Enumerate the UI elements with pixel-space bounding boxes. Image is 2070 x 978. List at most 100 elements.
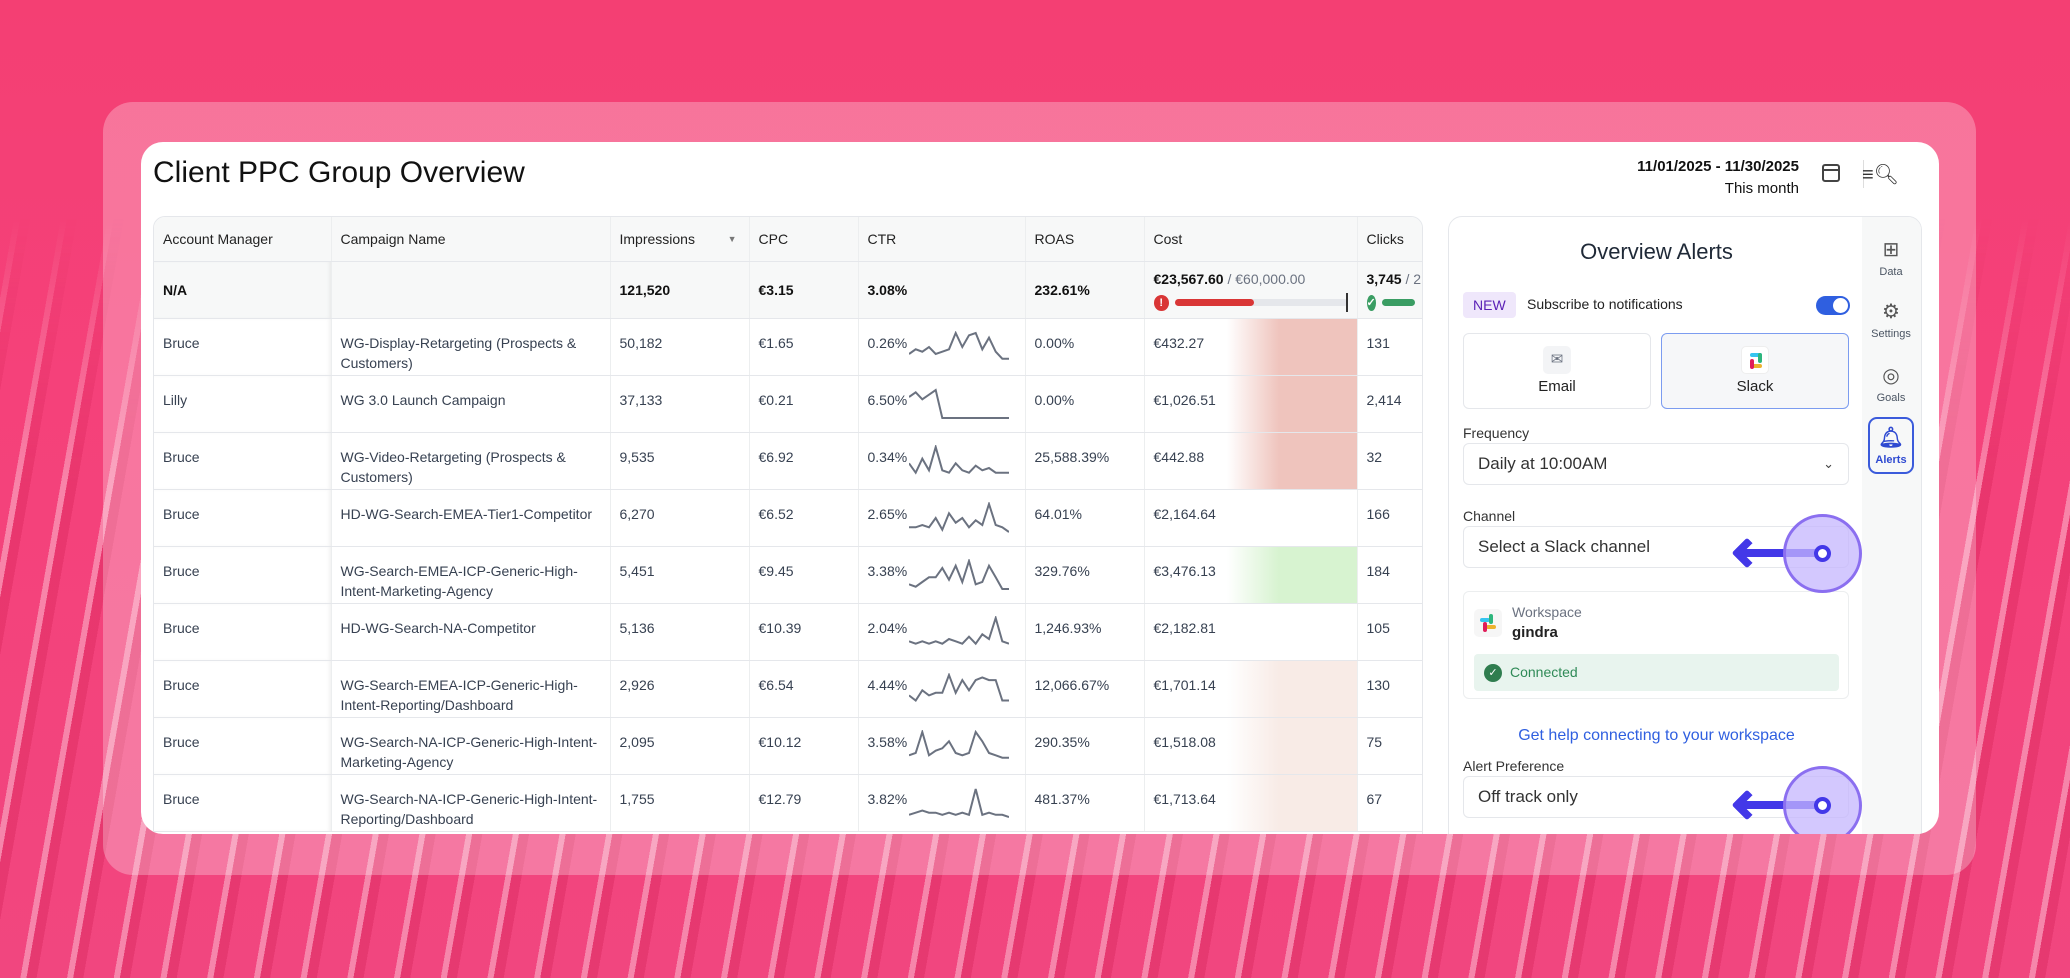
table-row[interactable]: Bruce HD-WG-Search-NA-Competitor 5,136 €10.…: [154, 603, 1422, 661]
alert-icon: !: [1153, 294, 1169, 311]
cell-ctr: 2.65%: [858, 489, 1026, 547]
table-row[interactable]: Bruce WG-Search-NA-ICP-Generic-High-Inten…: [154, 774, 1422, 832]
filter-search-icon[interactable]: ≡🔍︎: [1861, 164, 1899, 186]
cell-cpc: €10.12: [749, 717, 859, 775]
ctr-sparkline: [908, 788, 1009, 818]
frequency-select[interactable]: Daily at 10:00AM ⌄: [1463, 443, 1849, 485]
cell-cost: €2,182.81: [1144, 603, 1358, 661]
cpc-value: €10.12: [758, 733, 802, 750]
cell-ctr: 6.50%: [858, 375, 1026, 433]
column-label: Cost: [1153, 230, 1183, 247]
clicks-value: 32: [1366, 448, 1383, 465]
impressions-value: 37,133: [619, 391, 663, 408]
cell-cpc: €0.21: [749, 375, 859, 433]
cost-value: €442.88: [1153, 448, 1205, 465]
annotation-circle: [1783, 514, 1862, 593]
cell-campaign: WG-Search-NA-ICP-Generic-High-Intent-Rep…: [331, 774, 611, 832]
workspace-card: Workspace gindra ✓ Connected: [1463, 591, 1849, 699]
cost-heat-indicator: [1226, 717, 1357, 774]
side-nav-settings[interactable]: ⚙ Settings: [1868, 293, 1914, 346]
column-header-roas[interactable]: ROAS: [1025, 217, 1145, 262]
date-preset: This month: [1724, 180, 1799, 197]
column-header-clicks[interactable]: Clicks: [1357, 217, 1422, 262]
column-header-ctr[interactable]: CTR: [858, 217, 1026, 262]
clicks-progress-bar: [1381, 299, 1415, 306]
subscribe-label: Subscribe to notifications: [1527, 296, 1683, 312]
email-label: Email: [1538, 378, 1576, 395]
target-cursor-icon: ◎: [1882, 365, 1900, 387]
manager-value: Bruce: [163, 676, 200, 693]
clicks-target: / 2: [1405, 270, 1422, 287]
column-header-impressions[interactable]: Impressions ▼: [610, 217, 750, 262]
manager-value: Bruce: [163, 334, 200, 351]
cell-ctr: 3.82%: [858, 774, 1026, 832]
roas-value: 0.00%: [1034, 334, 1075, 351]
cell-clicks: 131: [1357, 318, 1422, 376]
total-roas: 232.61%: [1025, 261, 1145, 319]
sort-desc-icon[interactable]: ▼: [727, 234, 737, 244]
cpc-value: €9.45: [758, 562, 794, 579]
cell-ctr: 4.44%: [858, 660, 1026, 718]
table-row[interactable]: Bruce WG-Display-Retargeting (Prospects &…: [154, 318, 1422, 376]
ctr-value: 2.04%: [867, 619, 908, 636]
divider: [1863, 160, 1864, 188]
calendar-icon[interactable]: [1822, 164, 1840, 182]
table-row[interactable]: Bruce HD-WG-Search-EMEA-Tier1-Competitor 6…: [154, 489, 1422, 547]
column-header-account-manager[interactable]: Account Manager: [154, 217, 332, 262]
impressions-value: 6,270: [619, 505, 655, 522]
clicks-value: 3,745: [1366, 270, 1402, 287]
manager-value: Bruce: [163, 505, 200, 522]
sparkline-path: [908, 615, 1009, 645]
column-label: Impressions: [619, 230, 695, 247]
campaign-value: HD-WG-Search-EMEA-Tier1-Competitor: [340, 505, 593, 522]
clicks-value: 130: [1366, 676, 1390, 693]
ctr-sparkline: [908, 444, 1009, 475]
cell-impressions: 50,182: [610, 318, 750, 376]
side-nav-goals[interactable]: ◎ Goals: [1868, 357, 1914, 410]
table-row[interactable]: Bruce WG-Video-Retargeting (Prospects & C…: [154, 432, 1422, 490]
cost-heat-indicator: [1226, 546, 1357, 603]
campaign-table: Account Manager Campaign Name Impressions ▼…: [153, 216, 1423, 834]
slack-icon: [1741, 346, 1769, 374]
dashboard-card: Client PPC Group Overview 11/01/2025 - 1…: [141, 142, 1939, 834]
sparkline-path: [908, 444, 1009, 475]
date-range-picker[interactable]: 11/01/2025 - 11/30/2025 This month: [1637, 156, 1799, 200]
column-label: Clicks: [1366, 230, 1404, 247]
table-row[interactable]: Bruce WG-Search-EMEA-ICP-Generic-High-Int…: [154, 660, 1422, 718]
column-header-cpc[interactable]: CPC: [749, 217, 859, 262]
side-nav: ⊞ Data ⚙ Settings ◎ Goals 🔔︎ Alerts: [1862, 217, 1921, 834]
cell-clicks: 67: [1357, 774, 1422, 832]
cell-roas: 1,246.93%: [1025, 603, 1145, 661]
help-link[interactable]: Get help connecting to your workspace: [1518, 727, 1795, 744]
channel-label: Channel: [1463, 508, 1516, 524]
cell-cpc: €9.45: [749, 546, 859, 604]
campaign-value: WG-Search-EMEA-ICP-Generic-High-Intent-M…: [340, 562, 578, 599]
cell-cpc: €10.39: [749, 603, 859, 661]
slack-option[interactable]: Slack: [1661, 333, 1849, 409]
side-nav-data[interactable]: ⊞ Data: [1868, 231, 1914, 284]
campaign-value: HD-WG-Search-NA-Competitor: [340, 619, 536, 636]
table-row[interactable]: Lilly WG 3.0 Launch Campaign 37,133 €0.21 6.…: [154, 375, 1422, 433]
email-option[interactable]: ✉ Email: [1463, 333, 1651, 409]
subscribe-toggle[interactable]: [1816, 296, 1850, 315]
table-row[interactable]: Bruce WG-Search-EMEA-ICP-Generic-High-Int…: [154, 546, 1422, 604]
column-header-campaign-name[interactable]: Campaign Name: [331, 217, 611, 262]
side-nav-alerts[interactable]: 🔔︎ Alerts: [1868, 417, 1914, 474]
ctr-sparkline: [908, 501, 1009, 533]
cost-heat-indicator: [1226, 660, 1357, 717]
sparkline-path: [908, 729, 1009, 759]
cell-manager: Bruce: [154, 774, 332, 832]
cell-cost: €442.88: [1144, 432, 1358, 490]
preference-label: Alert Preference: [1463, 758, 1565, 774]
cost-target: / €60,000.00: [1227, 270, 1306, 287]
workspace-label: Workspace: [1512, 604, 1582, 620]
cell-manager: Bruce: [154, 489, 332, 547]
column-header-cost[interactable]: Cost: [1144, 217, 1358, 262]
clicks-value: 2,414: [1366, 391, 1402, 408]
total-manager: N/A: [154, 261, 332, 319]
new-badge: NEW: [1463, 292, 1516, 318]
cell-campaign: WG-Video-Retargeting (Prospects & Custom…: [331, 432, 611, 490]
table-row[interactable]: Bruce WG-Search-NA-ICP-Generic-High-Inten…: [154, 717, 1422, 775]
channel-placeholder: Select a Slack channel: [1478, 537, 1650, 556]
total-clicks: 3,745 / 2 ✓: [1357, 261, 1422, 319]
